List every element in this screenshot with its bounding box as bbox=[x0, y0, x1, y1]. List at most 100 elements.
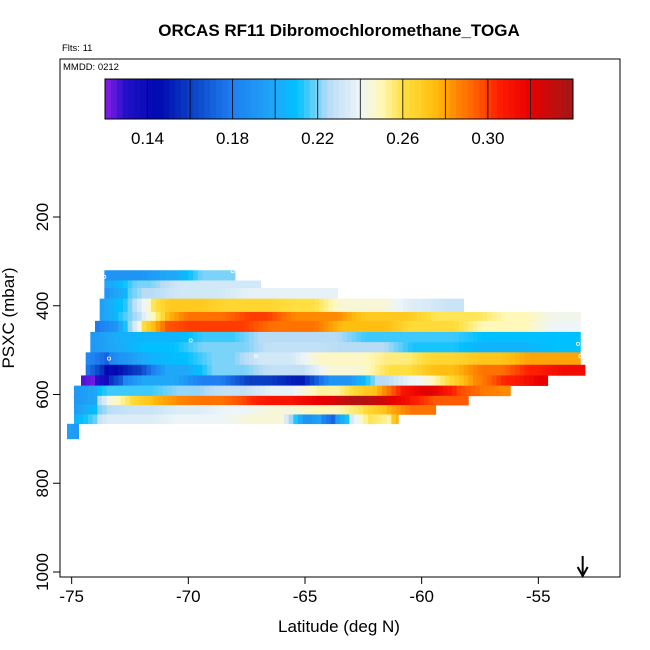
heat-cell bbox=[358, 395, 364, 406]
heat-cell bbox=[127, 331, 133, 343]
heat-cell bbox=[258, 320, 264, 333]
heat-cell bbox=[97, 405, 103, 415]
heat-cell bbox=[410, 395, 416, 406]
heat-cell bbox=[237, 395, 243, 406]
colorbar-cell bbox=[356, 79, 363, 119]
heat-cell bbox=[314, 298, 320, 313]
heat-cell bbox=[92, 395, 98, 406]
heat-cell bbox=[193, 331, 199, 343]
y-tick-label: 400 bbox=[33, 292, 52, 320]
heat-cell bbox=[186, 385, 192, 397]
heat-cell bbox=[155, 352, 161, 366]
colorbar-cell bbox=[549, 79, 556, 119]
heat-cell bbox=[216, 331, 222, 343]
heat-cell bbox=[267, 331, 273, 343]
heat-cell bbox=[200, 385, 206, 397]
heat-cell bbox=[421, 331, 427, 343]
heat-cell bbox=[302, 405, 308, 415]
heat-cell bbox=[342, 375, 348, 386]
heat-cell bbox=[333, 331, 339, 343]
heat-cell bbox=[106, 395, 112, 406]
heat-cell bbox=[424, 395, 430, 406]
heat-cell bbox=[466, 395, 469, 406]
sample-marker bbox=[370, 498, 375, 503]
colorbar-cell bbox=[450, 79, 457, 119]
heat-cell bbox=[372, 414, 378, 425]
heat-cell bbox=[435, 352, 441, 366]
colorbar-cell bbox=[292, 79, 299, 119]
heat-cell bbox=[407, 320, 413, 333]
colorbar-cell bbox=[339, 79, 346, 119]
heat-cell bbox=[524, 320, 530, 333]
heat-cell bbox=[179, 280, 185, 289]
heat-cell bbox=[412, 352, 418, 366]
heat-cell bbox=[482, 331, 488, 343]
heat-cell bbox=[230, 342, 236, 353]
heat-cell bbox=[435, 320, 441, 333]
heat-cell bbox=[398, 320, 404, 333]
heat-cell bbox=[99, 320, 105, 333]
colorbar-cell bbox=[379, 79, 387, 119]
sample-marker bbox=[86, 465, 91, 470]
heat-cell bbox=[151, 298, 157, 313]
heat-cell bbox=[365, 298, 371, 313]
heat-cell bbox=[403, 342, 409, 353]
heat-cell bbox=[510, 375, 516, 386]
heat-cell bbox=[288, 385, 294, 397]
heat-cell bbox=[533, 320, 539, 333]
heat-cell bbox=[209, 385, 215, 397]
heat-cell bbox=[473, 375, 479, 386]
heat-cell bbox=[391, 395, 397, 406]
heat-cell bbox=[379, 311, 385, 322]
heat-cell bbox=[99, 311, 105, 322]
heat-cell bbox=[179, 311, 185, 322]
heat-cell bbox=[288, 414, 294, 425]
heat-cell bbox=[202, 331, 208, 343]
heat-cell bbox=[99, 375, 105, 386]
heat-cell bbox=[123, 298, 129, 313]
heat-cell bbox=[496, 320, 502, 333]
heat-cell bbox=[496, 352, 502, 366]
heat-cell bbox=[207, 270, 213, 281]
heat-cell bbox=[281, 352, 287, 366]
heat-cell bbox=[165, 375, 171, 386]
heat-cell bbox=[417, 320, 423, 333]
heat-cell bbox=[389, 364, 395, 376]
heat-cell bbox=[533, 352, 539, 366]
heat-cell bbox=[396, 385, 402, 397]
heat-cell bbox=[505, 311, 511, 322]
heat-cell bbox=[461, 385, 467, 397]
heat-cell bbox=[543, 364, 549, 376]
heat-cell bbox=[538, 375, 544, 386]
heat-cell bbox=[524, 364, 530, 376]
heat-cell bbox=[225, 311, 231, 322]
heat-cell bbox=[174, 342, 180, 353]
heat-cell bbox=[291, 375, 297, 386]
heat-cell bbox=[221, 288, 227, 299]
heat-cell bbox=[127, 352, 133, 366]
heat-cell bbox=[78, 395, 84, 406]
heat-cell bbox=[162, 395, 168, 406]
heat-cell bbox=[123, 280, 129, 289]
heat-cell bbox=[281, 311, 287, 322]
heat-cell bbox=[328, 352, 334, 366]
heat-cell bbox=[300, 375, 306, 386]
heat-cell bbox=[109, 288, 115, 299]
heat-cell bbox=[263, 311, 269, 322]
heat-cell bbox=[104, 280, 110, 289]
heat-cell bbox=[139, 385, 145, 397]
heat-cell bbox=[440, 342, 446, 353]
colorbar-tick-label: 0.30 bbox=[471, 129, 504, 148]
heat-cell bbox=[265, 414, 271, 425]
heat-cell bbox=[382, 414, 388, 425]
heat-cell bbox=[379, 352, 385, 366]
heat-cell bbox=[459, 320, 465, 333]
heat-cell bbox=[477, 364, 483, 376]
heat-cell bbox=[386, 414, 392, 425]
sample-marker bbox=[62, 553, 67, 558]
heat-cell bbox=[141, 352, 147, 366]
heat-cell bbox=[473, 342, 479, 353]
heat-cell bbox=[267, 352, 273, 366]
heat-cell bbox=[543, 375, 549, 386]
heat-cell bbox=[202, 352, 208, 366]
